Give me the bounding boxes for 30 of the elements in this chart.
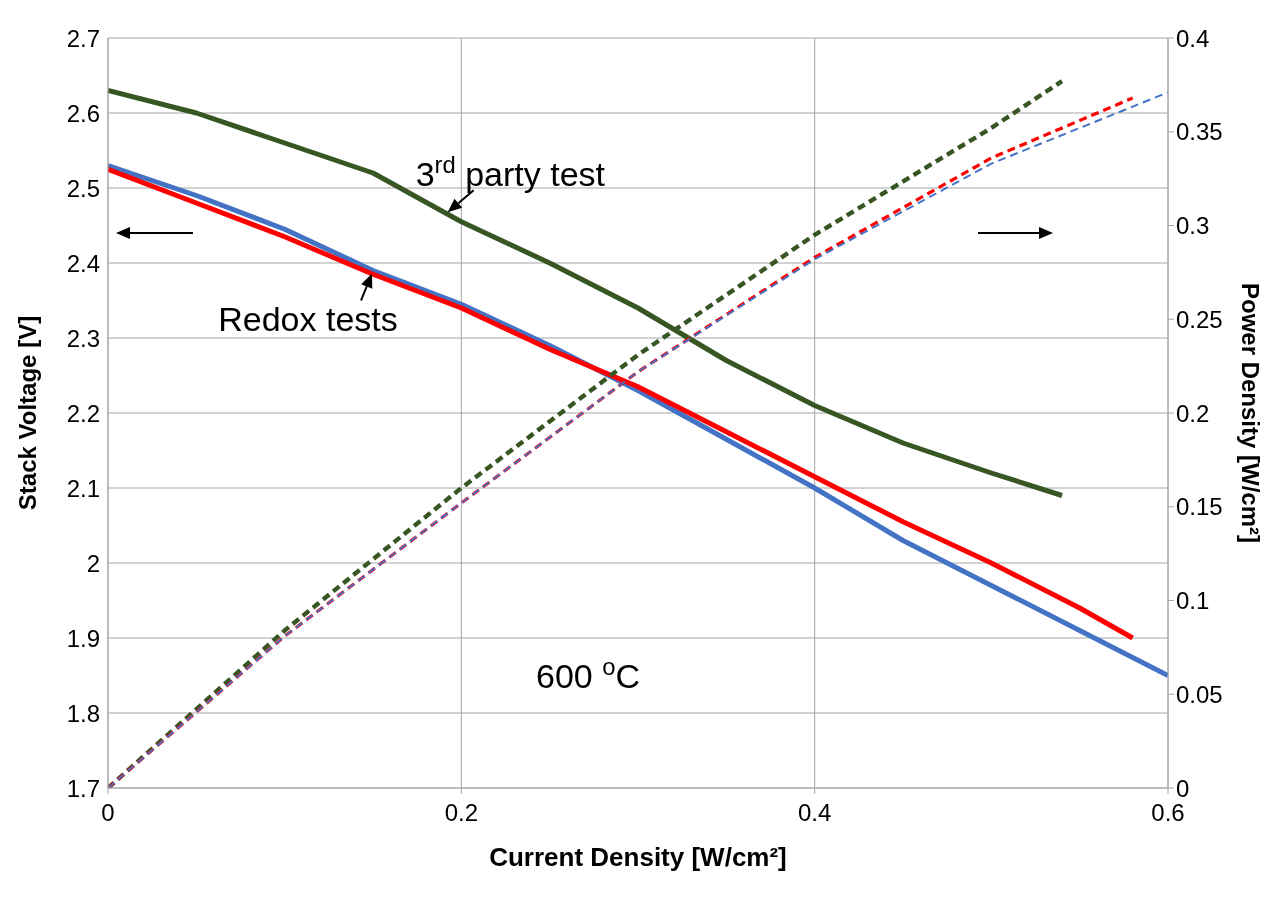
- y-tick-label: 2.7: [66, 24, 100, 52]
- y-tick-label: 1.8: [66, 699, 100, 727]
- y-tick-label: 2.1: [66, 474, 100, 502]
- y2-tick-label: 0.15: [1176, 493, 1223, 521]
- y2-tick-label: 0.3: [1176, 212, 1210, 240]
- y-tick-label: 2.4: [66, 249, 100, 277]
- y2-tick-label: 0: [1176, 774, 1190, 802]
- y2-tick-label: 0.05: [1176, 680, 1223, 708]
- annotation: 3$^{rd}$ party test: [415, 150, 606, 194]
- x-tick-label: 0.6: [1151, 799, 1185, 827]
- y-tick-label: 2.6: [66, 99, 100, 127]
- y-tick-label: 1.9: [66, 624, 100, 652]
- y2-tick-label: 0.4: [1176, 24, 1210, 52]
- y-tick-label: 2.2: [66, 399, 100, 427]
- y2-tick-label: 0.35: [1176, 118, 1223, 146]
- x-tick-label: 0.4: [797, 799, 832, 827]
- y-tick-label: 2.3: [66, 324, 100, 352]
- y-axis-title: Stack Voltage [V]: [14, 315, 41, 511]
- x-axis-title: Current Density [W/cm²]: [489, 842, 787, 872]
- annotation: 600 $^{o}$C: [536, 652, 640, 695]
- y-tick-label: 2.5: [66, 174, 100, 202]
- y2-tick-label: 0.25: [1176, 305, 1223, 333]
- x-tick-label: 0: [101, 799, 115, 827]
- annotation: Redox tests: [218, 299, 398, 338]
- y2-tick-label: 0.1: [1176, 587, 1210, 615]
- y-tick-label: 1.7: [66, 774, 100, 802]
- y-tick-label: 2: [86, 549, 100, 577]
- y2-tick-label: 0.2: [1176, 399, 1210, 427]
- y2-axis-title: Power Density [W/cm²]: [1237, 282, 1264, 544]
- x-tick-label: 0.2: [444, 799, 479, 827]
